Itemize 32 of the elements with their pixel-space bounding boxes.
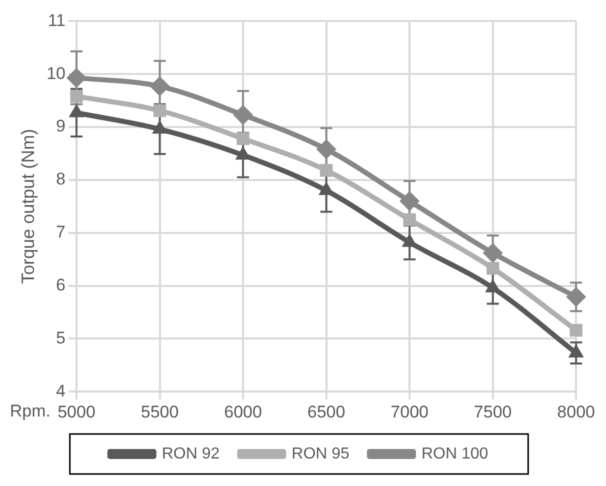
point <box>400 191 420 212</box>
x-tick-label: 5500 <box>140 402 179 422</box>
point <box>153 104 166 117</box>
y-tick-label: 10 <box>46 64 66 83</box>
y-tick-label: 9 <box>56 116 66 136</box>
y-tick-label: 8 <box>56 170 66 189</box>
y-tick-label: 4 <box>56 381 66 400</box>
point <box>482 242 503 263</box>
x-tick-label: 7500 <box>474 402 512 422</box>
x-tick-label: 7000 <box>390 402 428 422</box>
point <box>486 262 500 275</box>
point <box>316 139 336 160</box>
y-tick-label: 7 <box>56 222 66 242</box>
point <box>320 164 333 177</box>
x-tick-label: 6000 <box>224 402 262 422</box>
y-axis-title: Torque output (Nm) <box>18 128 38 284</box>
x-tick-label: 6500 <box>307 402 346 422</box>
point <box>233 104 254 125</box>
point <box>150 76 170 96</box>
point <box>403 213 416 226</box>
legend-label: RON 95 <box>292 445 350 462</box>
point <box>570 324 582 337</box>
x-tick-label: 5000 <box>58 402 96 422</box>
y-tick-label: 6 <box>56 275 66 294</box>
legend-label: RON 92 <box>162 445 220 462</box>
y-tick-label: 11 <box>48 10 66 30</box>
x-tick-label: 8000 <box>557 402 596 422</box>
y-tick-label: 5 <box>56 328 66 348</box>
point <box>566 286 586 307</box>
legend-label: RON 100 <box>421 445 488 462</box>
point <box>236 132 250 146</box>
x-axis-title: Rpm. <box>10 402 51 421</box>
